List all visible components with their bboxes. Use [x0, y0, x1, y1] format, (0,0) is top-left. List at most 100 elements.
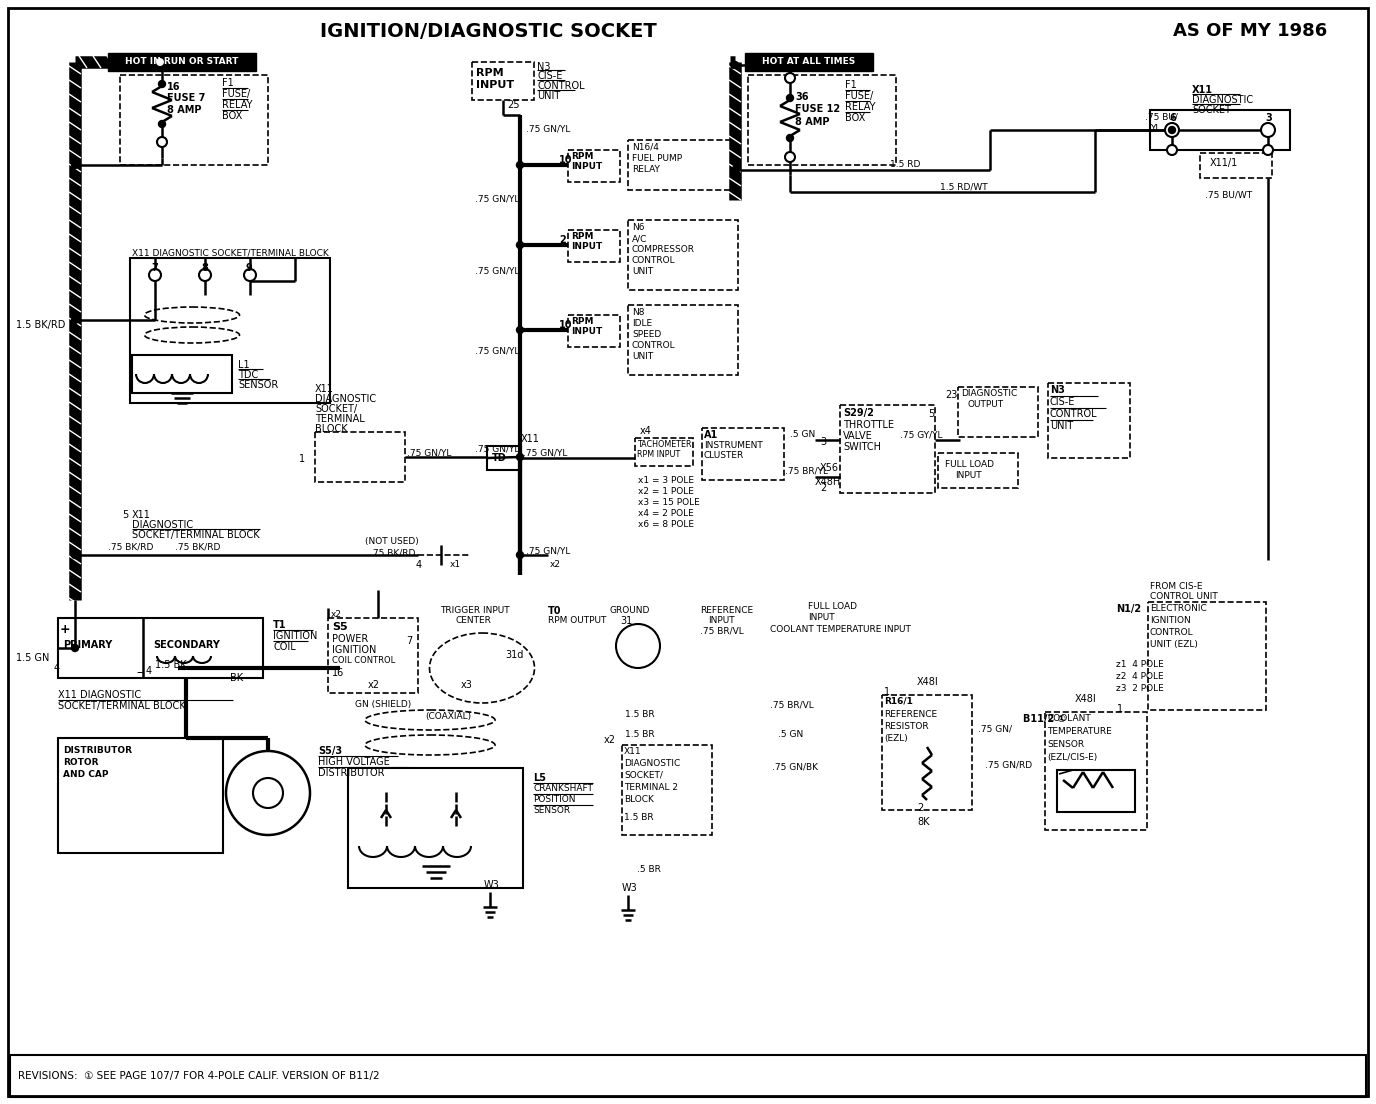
- Text: IGNITION: IGNITION: [272, 631, 318, 641]
- Text: INPUT: INPUT: [955, 471, 981, 480]
- Text: UNIT (EZL): UNIT (EZL): [1150, 640, 1198, 649]
- Text: 1: 1: [299, 454, 305, 464]
- Circle shape: [516, 454, 523, 460]
- Text: z1  4 POLE: z1 4 POLE: [1116, 660, 1164, 669]
- Circle shape: [732, 62, 739, 68]
- Text: X11: X11: [315, 384, 334, 394]
- Circle shape: [253, 778, 283, 808]
- Text: (EZL/CIS-E): (EZL/CIS-E): [1047, 753, 1097, 762]
- Text: IGNITION/DIAGNOSTIC SOCKET: IGNITION/DIAGNOSTIC SOCKET: [319, 22, 656, 41]
- Text: 1.5 BR: 1.5 BR: [623, 813, 654, 822]
- Text: INPUT: INPUT: [808, 613, 835, 622]
- Text: GN (SHIELD): GN (SHIELD): [355, 700, 411, 709]
- Text: SWITCH: SWITCH: [843, 442, 881, 452]
- Text: –: –: [136, 666, 142, 679]
- Circle shape: [516, 552, 523, 559]
- Text: z3  2 POLE: z3 2 POLE: [1116, 684, 1164, 693]
- Circle shape: [516, 242, 523, 248]
- Text: SOCKET/: SOCKET/: [623, 771, 663, 781]
- Text: THROTTLE: THROTTLE: [843, 420, 894, 429]
- Text: (EZL): (EZL): [883, 734, 908, 743]
- Circle shape: [158, 81, 165, 87]
- Bar: [568, 315, 621, 347]
- Circle shape: [1167, 145, 1176, 155]
- Text: X11 DIAGNOSTIC: X11 DIAGNOSTIC: [58, 690, 142, 700]
- Circle shape: [616, 624, 660, 668]
- Text: 4: 4: [416, 560, 422, 570]
- Text: DIAGNOSTIC: DIAGNOSTIC: [960, 389, 1017, 399]
- Text: 2: 2: [916, 803, 923, 813]
- Text: .75 GN/YL: .75 GN/YL: [475, 267, 519, 276]
- Text: 5: 5: [122, 510, 128, 520]
- Bar: [327, 618, 418, 693]
- Text: .75 BU/WT: .75 BU/WT: [1205, 190, 1252, 199]
- Text: ELECTRONIC: ELECTRONIC: [1150, 604, 1207, 613]
- Circle shape: [516, 327, 523, 333]
- Text: +: +: [61, 623, 70, 636]
- Text: .75 BU/: .75 BU/: [1145, 113, 1178, 123]
- Circle shape: [72, 161, 78, 169]
- Text: AS OF MY 1986: AS OF MY 1986: [1172, 22, 1326, 40]
- Text: .75 GN/YL: .75 GN/YL: [407, 448, 451, 457]
- Text: x3 = 15 POLE: x3 = 15 POLE: [638, 498, 700, 507]
- Bar: [1200, 153, 1271, 178]
- Text: B11/2 ①: B11/2 ①: [1022, 714, 1066, 724]
- Bar: [839, 405, 936, 493]
- Text: CONTROL: CONTROL: [632, 256, 676, 265]
- Text: x1 = 3 POLE: x1 = 3 POLE: [638, 476, 694, 485]
- Text: SENSOR: SENSOR: [1047, 740, 1084, 749]
- Circle shape: [732, 167, 739, 173]
- Circle shape: [226, 751, 310, 835]
- Text: 8K: 8K: [916, 817, 930, 827]
- Bar: [348, 768, 523, 888]
- Text: 8 AMP: 8 AMP: [166, 105, 201, 115]
- Text: X11: X11: [623, 747, 641, 756]
- Text: BLOCK: BLOCK: [623, 795, 654, 804]
- Text: x2: x2: [550, 560, 561, 569]
- Text: .75 GN/: .75 GN/: [978, 724, 1011, 733]
- Text: DIAGNOSTIC: DIAGNOSTIC: [315, 394, 376, 404]
- Bar: [315, 432, 405, 482]
- Text: COOLANT: COOLANT: [1047, 714, 1091, 723]
- Text: DISTRIBUTOR: DISTRIBUTOR: [63, 746, 132, 755]
- Text: .75 BK/RD: .75 BK/RD: [370, 549, 416, 558]
- Text: FROM CIS-E: FROM CIS-E: [1150, 582, 1203, 591]
- Circle shape: [1168, 127, 1175, 134]
- Text: z2  4 POLE: z2 4 POLE: [1116, 672, 1164, 681]
- Bar: [958, 388, 1038, 437]
- Text: N3: N3: [1050, 385, 1065, 395]
- Text: TD: TD: [493, 453, 506, 463]
- Bar: [1150, 110, 1291, 150]
- Bar: [58, 737, 223, 853]
- Text: INPUT: INPUT: [476, 79, 515, 91]
- Text: .5 GN: .5 GN: [790, 429, 815, 439]
- Text: TERMINAL 2: TERMINAL 2: [623, 783, 678, 792]
- Text: 8: 8: [201, 263, 208, 273]
- Text: x1: x1: [450, 560, 461, 569]
- Text: 7: 7: [406, 636, 413, 646]
- Text: 31: 31: [621, 616, 632, 626]
- Bar: [120, 75, 268, 164]
- Text: .75 BR/YL: .75 BR/YL: [784, 467, 828, 476]
- Text: RELAY: RELAY: [222, 100, 253, 110]
- Text: .75 BK/RD: .75 BK/RD: [107, 542, 153, 551]
- Text: A/C: A/C: [632, 234, 647, 243]
- Text: F1: F1: [845, 79, 857, 91]
- Text: INPUT: INPUT: [571, 327, 603, 336]
- Text: x4 = 2 POLE: x4 = 2 POLE: [638, 509, 694, 518]
- Text: 8 AMP: 8 AMP: [795, 117, 830, 127]
- Text: RPM: RPM: [571, 232, 593, 241]
- Text: RPM: RPM: [476, 68, 504, 78]
- Circle shape: [787, 135, 794, 141]
- Text: 10: 10: [559, 155, 572, 164]
- Text: 16: 16: [166, 82, 180, 92]
- Text: S29/2: S29/2: [843, 408, 874, 418]
- Text: RESISTOR: RESISTOR: [883, 722, 929, 731]
- Circle shape: [787, 95, 794, 102]
- Circle shape: [155, 57, 165, 67]
- Text: 36: 36: [795, 92, 809, 102]
- Text: TACHOMETER: TACHOMETER: [637, 440, 692, 449]
- Text: 2: 2: [559, 235, 566, 245]
- Text: .75 BR/VL: .75 BR/VL: [771, 700, 813, 709]
- Circle shape: [200, 269, 211, 282]
